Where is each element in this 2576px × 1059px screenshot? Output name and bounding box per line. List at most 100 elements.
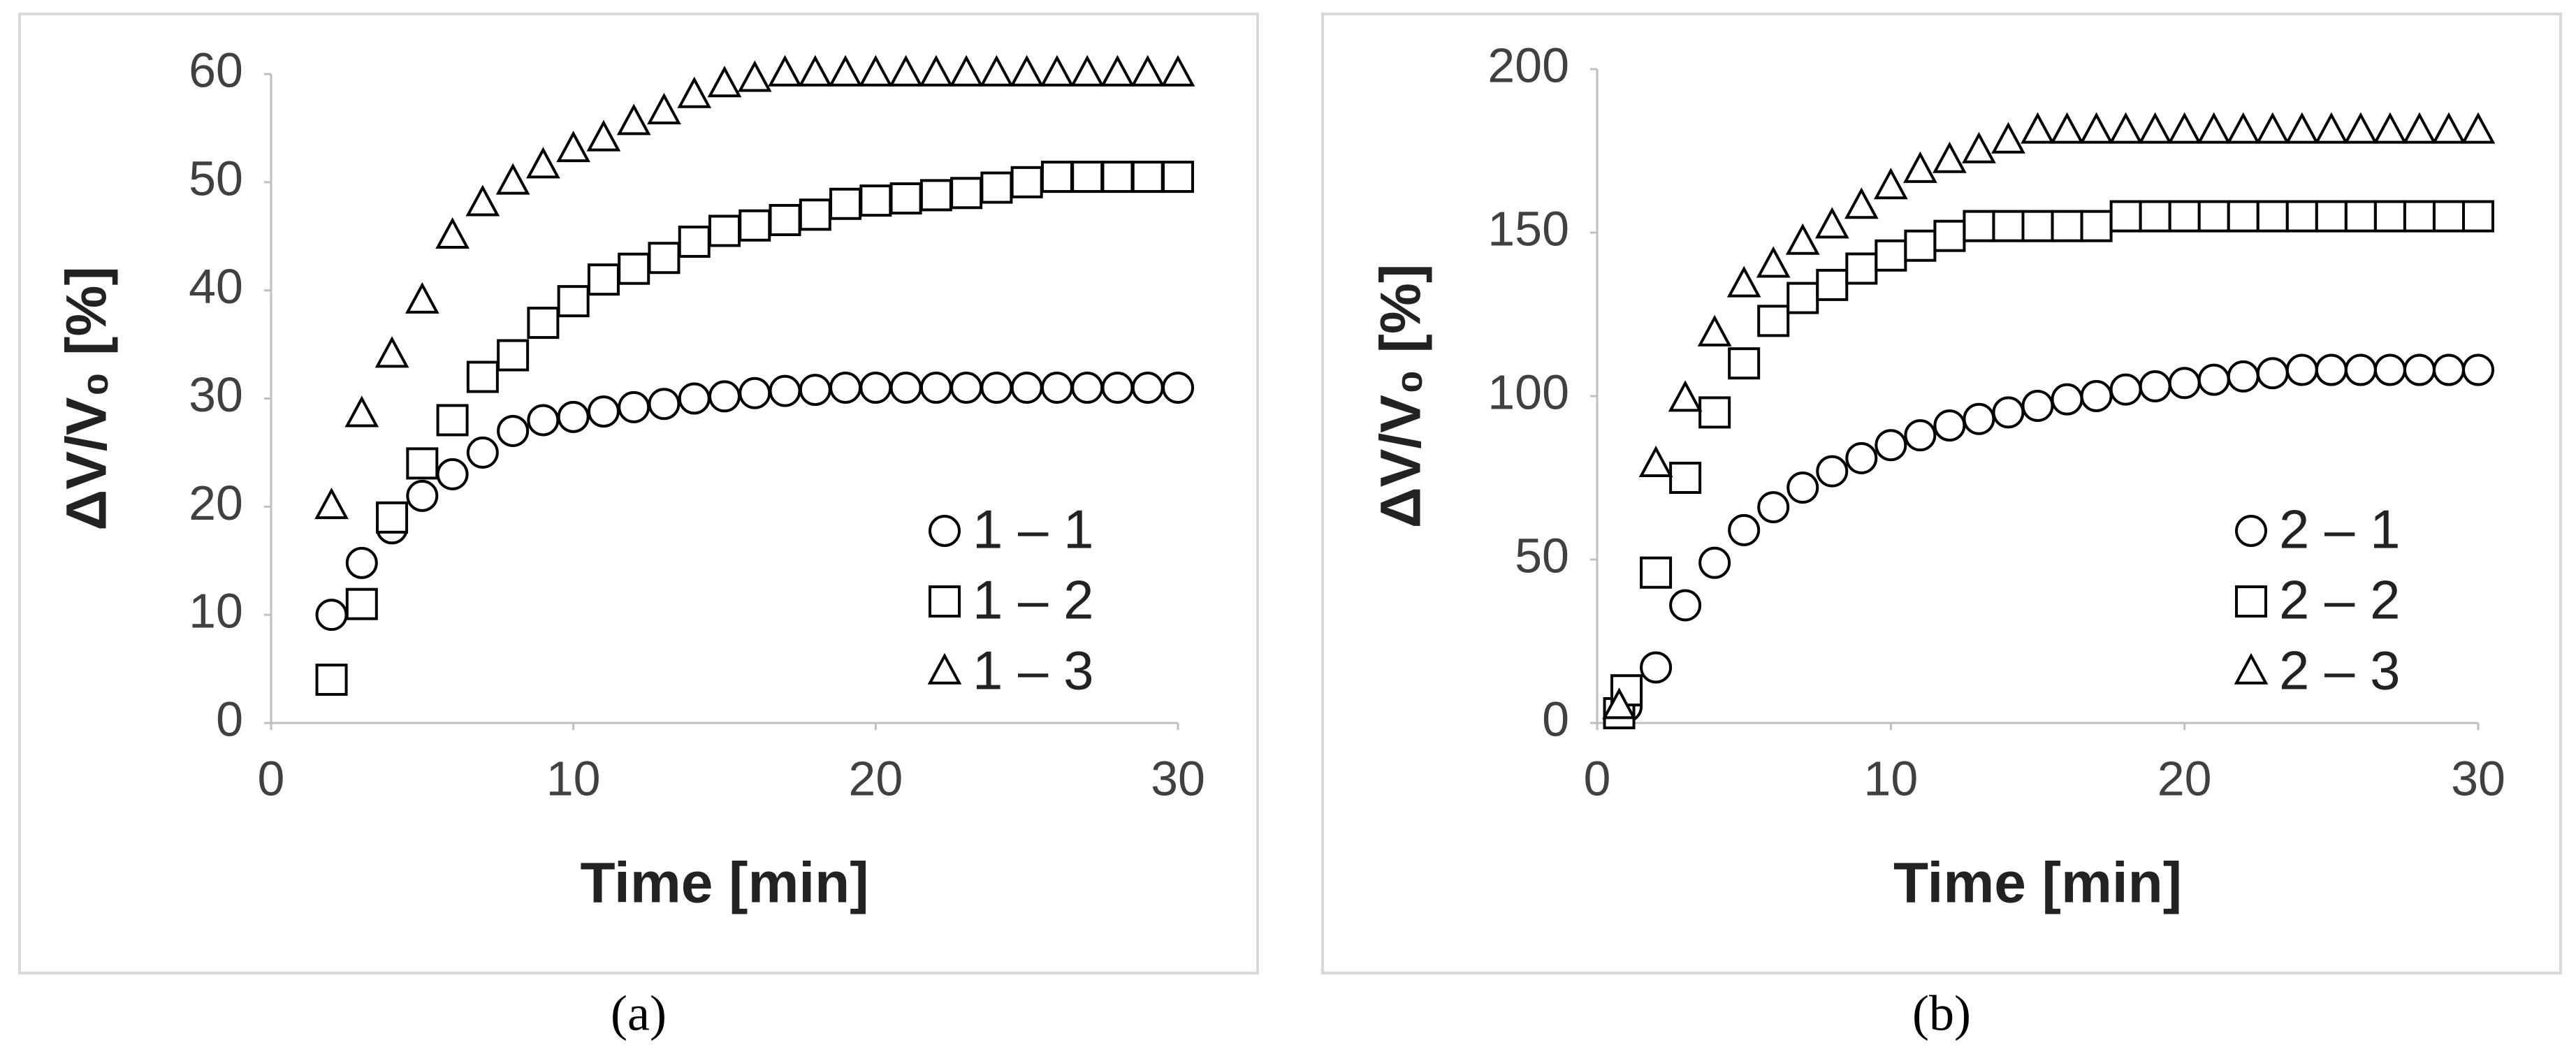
circle-marker xyxy=(436,458,469,490)
circle-marker xyxy=(315,599,348,631)
triangle-marker xyxy=(526,147,560,179)
circle-marker xyxy=(1845,441,1878,474)
circle-marker xyxy=(1816,455,1849,488)
triangle-marker xyxy=(737,60,772,92)
square-marker xyxy=(889,182,922,215)
triangle-marker xyxy=(2079,112,2113,144)
circle-marker xyxy=(1698,546,1731,579)
square-marker xyxy=(1757,305,1790,337)
triangle-marker xyxy=(2138,112,2172,144)
circle-marker xyxy=(769,374,801,407)
square-marker xyxy=(466,360,499,393)
triangle-marker xyxy=(2226,112,2261,144)
triangle-marker xyxy=(677,76,712,108)
square-marker xyxy=(2403,200,2436,233)
triangle-marker xyxy=(980,54,1014,87)
triangle-marker xyxy=(858,54,893,87)
circle-marker xyxy=(1933,409,1966,442)
circle-marker xyxy=(2139,370,2171,402)
y-tick-label: 10 xyxy=(189,584,243,638)
y-tick-label: 40 xyxy=(189,259,243,314)
circle-marker xyxy=(2373,353,2406,386)
square-marker xyxy=(1640,556,1673,589)
triangle-marker xyxy=(2255,112,2290,144)
circle-marker xyxy=(799,374,831,407)
circle-marker xyxy=(1904,419,1937,452)
triangle-marker xyxy=(1844,187,1879,219)
circle-marker xyxy=(678,382,711,415)
square-marker xyxy=(919,179,952,212)
circle-marker xyxy=(1162,372,1194,404)
circle-marker xyxy=(2403,353,2436,386)
x-tick-label: 20 xyxy=(2157,751,2212,805)
circle-marker xyxy=(345,546,378,579)
square-marker xyxy=(1875,239,1907,272)
square-marker xyxy=(678,225,711,258)
square-marker xyxy=(1162,161,1194,193)
triangle-marker xyxy=(2109,112,2143,144)
square-marker xyxy=(2168,200,2201,233)
triangle-marker xyxy=(927,652,962,685)
triangle-marker xyxy=(798,54,833,87)
circle-marker xyxy=(1875,429,1907,462)
triangle-marker xyxy=(1873,168,1908,200)
triangle-marker xyxy=(2050,112,2084,144)
circle-marker xyxy=(2432,353,2465,386)
triangle-marker xyxy=(1697,314,1732,346)
triangle-marker xyxy=(314,488,349,520)
x-tick-label: 10 xyxy=(1863,751,1918,805)
x-tick-label: 0 xyxy=(258,751,285,805)
square-marker xyxy=(557,285,590,318)
circle-marker xyxy=(2168,367,2201,400)
square-marker xyxy=(2109,200,2142,233)
circle-marker xyxy=(2051,383,2083,416)
square-marker xyxy=(2432,200,2465,233)
circle-marker xyxy=(527,404,560,437)
x-tick-label: 20 xyxy=(848,751,903,805)
y-tick-label: 60 xyxy=(189,43,243,97)
square-marker xyxy=(2285,200,2318,233)
circle-marker xyxy=(1728,513,1761,546)
x-axis-title: Time [min] xyxy=(1893,852,2182,915)
triangle-marker xyxy=(2197,112,2232,144)
y-tick-label: 0 xyxy=(216,692,243,746)
circle-marker xyxy=(708,380,741,413)
square-marker xyxy=(2373,200,2406,233)
circle-marker xyxy=(497,414,530,447)
circle-marker xyxy=(2235,515,2267,547)
circle-marker xyxy=(2227,360,2260,393)
y-tick-label: 200 xyxy=(1487,38,1569,92)
circle-marker xyxy=(1669,589,1702,622)
square-marker xyxy=(1669,462,1702,494)
circle-marker xyxy=(1757,491,1790,524)
square-marker xyxy=(376,501,409,534)
circle-marker xyxy=(2462,353,2494,386)
circle-marker xyxy=(1131,372,1164,404)
caption: (b) xyxy=(1912,986,1971,1042)
square-marker xyxy=(1131,161,1164,193)
square-marker xyxy=(980,171,1013,204)
x-tick-label: 0 xyxy=(1584,751,1611,805)
circle-marker xyxy=(889,372,922,404)
triangle-marker xyxy=(2373,112,2408,144)
triangle-marker xyxy=(495,163,530,195)
y-tick-label: 150 xyxy=(1487,201,1569,256)
square-marker xyxy=(587,263,620,296)
square-marker xyxy=(527,307,560,339)
triangle-marker xyxy=(949,54,984,87)
square-marker xyxy=(1728,347,1761,380)
triangle-marker xyxy=(1814,207,1849,239)
circle-marker xyxy=(1992,396,2025,429)
circle-marker xyxy=(1101,372,1134,404)
circle-marker xyxy=(1963,402,1995,435)
triangle-marker xyxy=(405,282,439,314)
legend-label: 1 – 3 xyxy=(973,640,1093,701)
panel-frame xyxy=(1321,13,2562,974)
square-marker xyxy=(738,209,771,242)
square-marker xyxy=(2256,200,2289,233)
circle-marker xyxy=(980,372,1013,404)
circle-marker xyxy=(1010,372,1043,404)
circle-marker xyxy=(1071,372,1104,404)
triangle-marker xyxy=(2167,112,2202,144)
square-marker xyxy=(2344,200,2377,233)
